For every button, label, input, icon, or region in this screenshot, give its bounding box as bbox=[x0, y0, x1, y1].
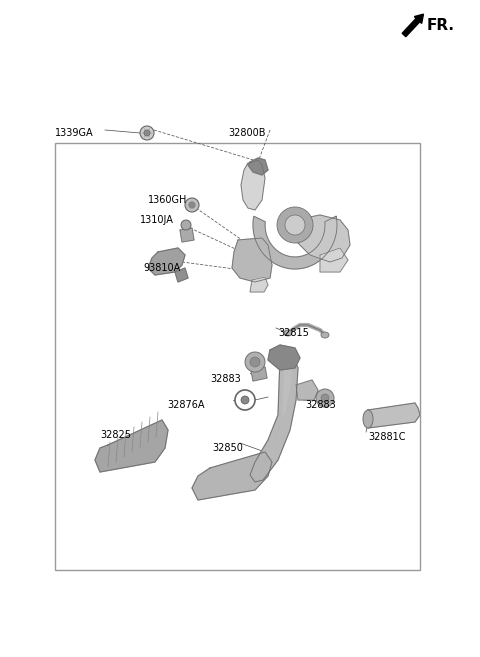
Polygon shape bbox=[148, 248, 185, 275]
Polygon shape bbox=[365, 403, 420, 428]
Polygon shape bbox=[253, 216, 337, 269]
Text: 32883: 32883 bbox=[305, 400, 336, 410]
Circle shape bbox=[235, 390, 255, 410]
Polygon shape bbox=[260, 362, 292, 474]
Polygon shape bbox=[295, 215, 350, 262]
Text: 32815: 32815 bbox=[278, 328, 309, 338]
Text: 1360GH: 1360GH bbox=[148, 195, 187, 205]
Text: 32850: 32850 bbox=[212, 443, 243, 453]
Circle shape bbox=[321, 394, 329, 402]
Polygon shape bbox=[95, 420, 168, 472]
Polygon shape bbox=[250, 277, 268, 292]
Text: 1310JA: 1310JA bbox=[140, 215, 174, 225]
Polygon shape bbox=[248, 158, 268, 175]
Text: 1339GA: 1339GA bbox=[55, 128, 94, 138]
Circle shape bbox=[144, 130, 150, 136]
Text: 32883: 32883 bbox=[210, 374, 241, 384]
Circle shape bbox=[241, 396, 249, 404]
Ellipse shape bbox=[363, 410, 373, 428]
Circle shape bbox=[185, 198, 199, 212]
Text: 93810A: 93810A bbox=[143, 263, 180, 273]
Circle shape bbox=[285, 215, 305, 235]
Circle shape bbox=[181, 220, 191, 230]
Polygon shape bbox=[232, 238, 272, 282]
Ellipse shape bbox=[321, 332, 329, 338]
Text: 32876A: 32876A bbox=[167, 400, 204, 410]
Text: FR.: FR. bbox=[427, 18, 455, 33]
Polygon shape bbox=[241, 160, 265, 210]
Text: 32825: 32825 bbox=[100, 430, 131, 440]
Text: 32800B: 32800B bbox=[228, 128, 265, 138]
Polygon shape bbox=[320, 248, 348, 272]
Ellipse shape bbox=[284, 330, 292, 336]
Circle shape bbox=[250, 357, 260, 367]
Polygon shape bbox=[180, 228, 194, 242]
Polygon shape bbox=[175, 268, 188, 282]
Circle shape bbox=[316, 389, 334, 407]
Circle shape bbox=[189, 202, 195, 208]
Text: 32881C: 32881C bbox=[368, 432, 406, 442]
FancyArrow shape bbox=[402, 14, 423, 37]
Polygon shape bbox=[296, 380, 318, 400]
Polygon shape bbox=[268, 345, 300, 370]
Circle shape bbox=[277, 207, 313, 243]
Polygon shape bbox=[251, 367, 267, 381]
Circle shape bbox=[140, 126, 154, 140]
Polygon shape bbox=[250, 354, 298, 482]
Polygon shape bbox=[192, 452, 272, 500]
Circle shape bbox=[245, 352, 265, 372]
Bar bbox=[55, 143, 420, 570]
